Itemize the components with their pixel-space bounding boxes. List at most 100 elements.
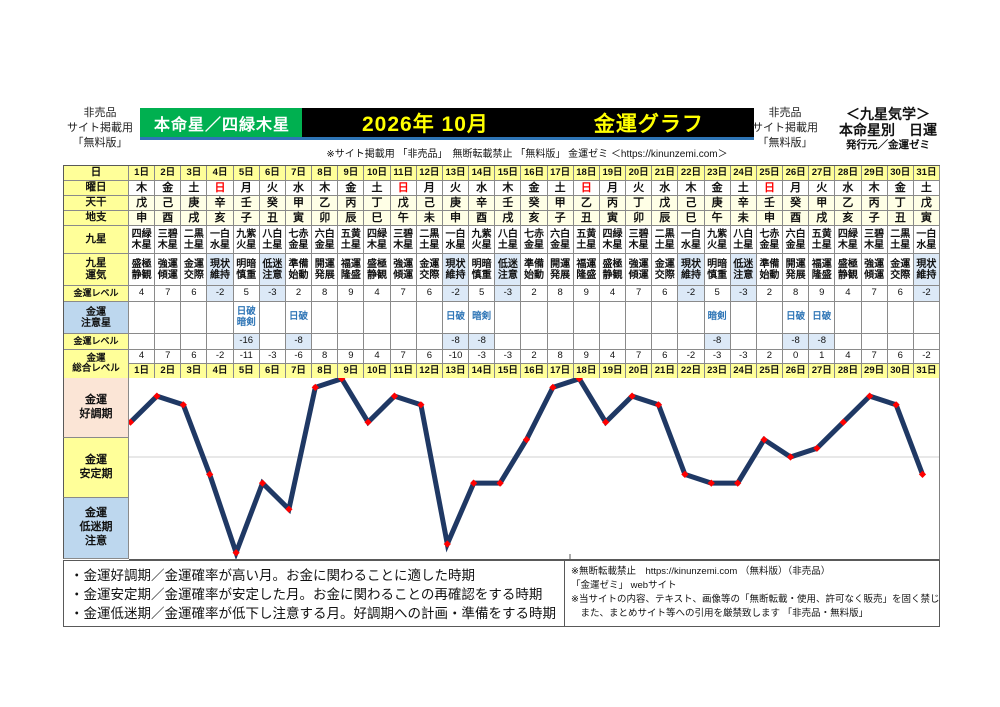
day-header-cell: 23日 <box>704 166 731 181</box>
caution-star-cell <box>129 302 156 334</box>
caution-level-cell: -8 <box>442 334 470 350</box>
data-point-marker <box>232 549 240 557</box>
branch-cell: 子 <box>547 211 574 226</box>
unki-cell: 準備 始動 <box>756 254 784 286</box>
weekday-cell: 土 <box>181 181 208 196</box>
total-level-cell: -3 <box>495 350 522 364</box>
unki-cell: 開運 発展 <box>547 254 574 286</box>
level-cell: 4 <box>129 286 156 302</box>
weekday-cell: 土 <box>364 181 391 196</box>
weekday-cell: 金 <box>155 181 182 196</box>
level-cell: -3 <box>730 286 757 302</box>
total-level-cell: 9 <box>338 350 365 364</box>
day-header-cell: 2日 <box>155 166 182 181</box>
level-cell: -2 <box>913 286 940 302</box>
branch-cell: 子 <box>861 211 888 226</box>
level-cell: 5 <box>469 286 496 302</box>
branch-cell: 丑 <box>259 211 286 226</box>
stem-cell: 丙 <box>338 196 365 211</box>
caution-level-cell <box>390 334 417 350</box>
nine-star-cell: 三碧 木星 <box>861 226 888 254</box>
level-cell: 9 <box>338 286 365 302</box>
honmeisei-badge: 本命星／四緑木星 <box>140 108 304 140</box>
day-header-cell: 9日 <box>338 166 365 181</box>
day-header-cell: 4日 <box>207 166 234 181</box>
nine-star-cell: 八白 土星 <box>259 226 286 254</box>
stem-cell: 丙 <box>599 196 627 211</box>
branch-cell: 申 <box>129 211 156 226</box>
branch-cell: 戌 <box>809 211 836 226</box>
stem-cell: 乙 <box>312 196 339 211</box>
level-cell: 2 <box>756 286 784 302</box>
branch-cell: 未 <box>416 211 443 226</box>
day-footer-cell: 2日 <box>155 364 182 379</box>
day-footer-cell: 11日 <box>390 364 417 379</box>
caution-level-cell <box>835 334 862 350</box>
branch-cell: 亥 <box>207 211 234 226</box>
legend-note-line: ・金運好調期／金運確率が高い月。お金に関わることに適した時期 <box>70 568 475 583</box>
level-cell: 4 <box>364 286 391 302</box>
unki-cell: 低迷 注意 <box>730 254 757 286</box>
title-subline: ※サイト掲載用 「非売品」 無断転載禁止 「無料版」 金運ゼミ ＜https:/… <box>326 149 728 160</box>
nine-star-cell: 五黄 土星 <box>573 226 600 254</box>
nine-star-cell: 七赤 金星 <box>756 226 784 254</box>
day-header-cell: 10日 <box>364 166 391 181</box>
caution-level-cell <box>495 334 522 350</box>
level-cell: 6 <box>181 286 208 302</box>
caution-star-cell <box>652 302 679 334</box>
unki-cell: 現状 維持 <box>678 254 705 286</box>
honmeisei-label: 本命星／四緑木星 <box>153 116 290 134</box>
branch-cell: 辰 <box>338 211 365 226</box>
caution-level-cell <box>599 334 627 350</box>
nine-star-cell: 八白 土星 <box>730 226 757 254</box>
row-label-total: 金運 総合レベル <box>64 350 129 379</box>
unki-cell: 準備 始動 <box>521 254 548 286</box>
row-label-caution-level: 金運レベル <box>64 334 129 350</box>
data-point-marker <box>417 401 425 409</box>
day-header-cell: 14日 <box>469 166 496 181</box>
day-footer-cell: 12日 <box>416 364 443 379</box>
weekday-cell: 火 <box>809 181 836 196</box>
stem-cell: 辛 <box>469 196 496 211</box>
caution-star-cell <box>835 302 862 334</box>
total-level-cell: 0 <box>783 350 810 364</box>
level-cell: -2 <box>442 286 470 302</box>
stem-cell: 戊 <box>129 196 156 211</box>
total-level-cell: 4 <box>835 350 862 364</box>
stem-cell: 癸 <box>783 196 810 211</box>
caution-star-cell <box>599 302 627 334</box>
total-level-cell: 4 <box>129 350 156 364</box>
unki-cell: 金運 交際 <box>416 254 443 286</box>
branch-cell: 亥 <box>835 211 862 226</box>
caution-level-cell: -16 <box>233 334 260 350</box>
nine-star-cell: 六白 金星 <box>312 226 339 254</box>
nine-star-cell: 四緑 木星 <box>129 226 156 254</box>
branch-cell: 卯 <box>312 211 339 226</box>
day-footer-cell: 14日 <box>469 364 496 379</box>
level-cell: 7 <box>861 286 888 302</box>
nine-star-cell: 二黒 土星 <box>181 226 208 254</box>
branch-cell: 丑 <box>887 211 914 226</box>
branch-cell: 寅 <box>913 211 940 226</box>
level-cell: 5 <box>704 286 731 302</box>
branch-cell: 申 <box>442 211 470 226</box>
nine-star-cell: 五黄 土星 <box>338 226 365 254</box>
honmeisei-betsu-label: 本命星別 日運 <box>839 122 937 138</box>
weekday-cell: 日 <box>207 181 234 196</box>
caution-level-cell: -8 <box>704 334 731 350</box>
weekday-cell: 火 <box>626 181 653 196</box>
stem-cell: 乙 <box>835 196 862 211</box>
data-point-marker <box>496 479 504 487</box>
caution-star-cell: 日破 <box>783 302 810 334</box>
caution-star-cell <box>207 302 234 334</box>
level-cell: 8 <box>312 286 339 302</box>
total-level-cell: 6 <box>416 350 443 364</box>
copyright-line: ※当サイトの内容、テキスト、画像等の「無断転載・使用、許可なく販売」を固く禁じま… <box>571 594 940 605</box>
stem-cell: 乙 <box>573 196 600 211</box>
unki-cell: 現状 維持 <box>442 254 470 286</box>
note-line: 非売品 <box>83 107 117 119</box>
legend-note-line: ・金運安定期／金運確率が安定した月。お金に関わることの再確認をする時期 <box>70 587 543 602</box>
caution-level-cell <box>181 334 208 350</box>
stem-cell: 丁 <box>887 196 914 211</box>
caution-level-cell <box>155 334 182 350</box>
